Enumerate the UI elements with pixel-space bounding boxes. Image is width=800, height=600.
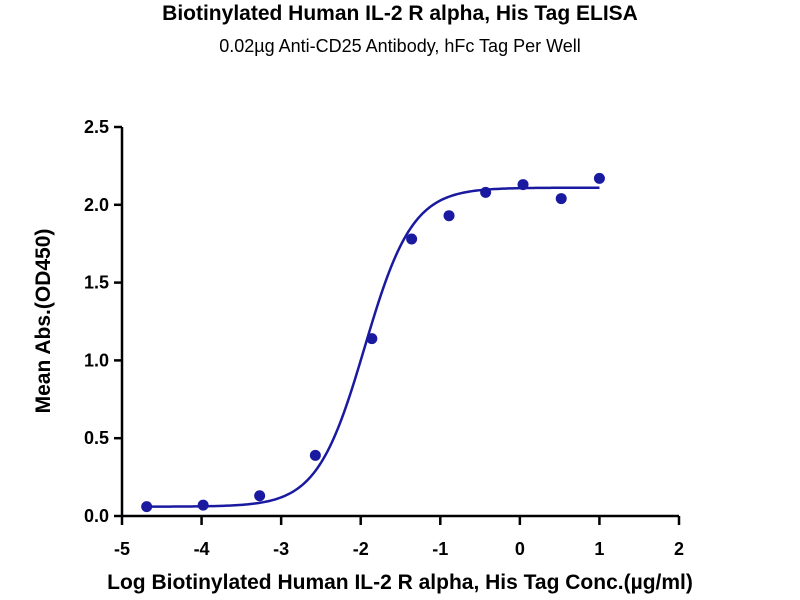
x-tick-label: -5	[114, 539, 130, 559]
fit-curve-layer	[146, 186, 600, 508]
data-points-layer	[141, 172, 605, 513]
data-point	[197, 499, 209, 511]
data-point	[406, 233, 418, 245]
data-point	[366, 333, 378, 345]
x-axis-title: Log Biotinylated Human IL-2 R alpha, His…	[107, 571, 693, 594]
y-tick-label: 0.5	[84, 428, 109, 448]
x-tick-label: 0	[515, 539, 525, 559]
x-tick-label: -2	[353, 539, 369, 559]
data-point	[254, 490, 266, 502]
data-point	[480, 186, 492, 198]
axes: 0.0 0.5 1.0 1.5 2.0 2.5 -5 -4 -3 -2 -1 0 1 2	[84, 117, 684, 559]
y-axis-title: Mean Abs.(OD450)	[32, 229, 55, 414]
y-tick-label: 1.0	[84, 350, 109, 370]
x-tick-label: -4	[194, 539, 210, 559]
data-point	[309, 449, 321, 461]
data-point	[555, 193, 567, 205]
y-tick-label: 2.0	[84, 195, 109, 215]
chart-title: Biotinylated Human IL-2 R alpha, His Tag…	[162, 2, 638, 25]
x-tick-label: -3	[273, 539, 289, 559]
data-point	[517, 179, 529, 191]
x-tick-label: 1	[594, 539, 604, 559]
data-point	[593, 172, 605, 184]
x-tick-label: 2	[674, 539, 684, 559]
y-tick-label: 2.5	[84, 117, 109, 137]
x-tick-label: -1	[432, 539, 448, 559]
y-tick-label: 0.0	[84, 506, 109, 526]
fit-curve-line	[146, 186, 600, 508]
chart-subtitle: 0.02µg Anti-CD25 Antibody, hFc Tag Per W…	[219, 36, 581, 56]
data-point	[443, 210, 455, 222]
y-tick-label: 1.5	[84, 273, 109, 293]
data-point	[141, 501, 153, 513]
